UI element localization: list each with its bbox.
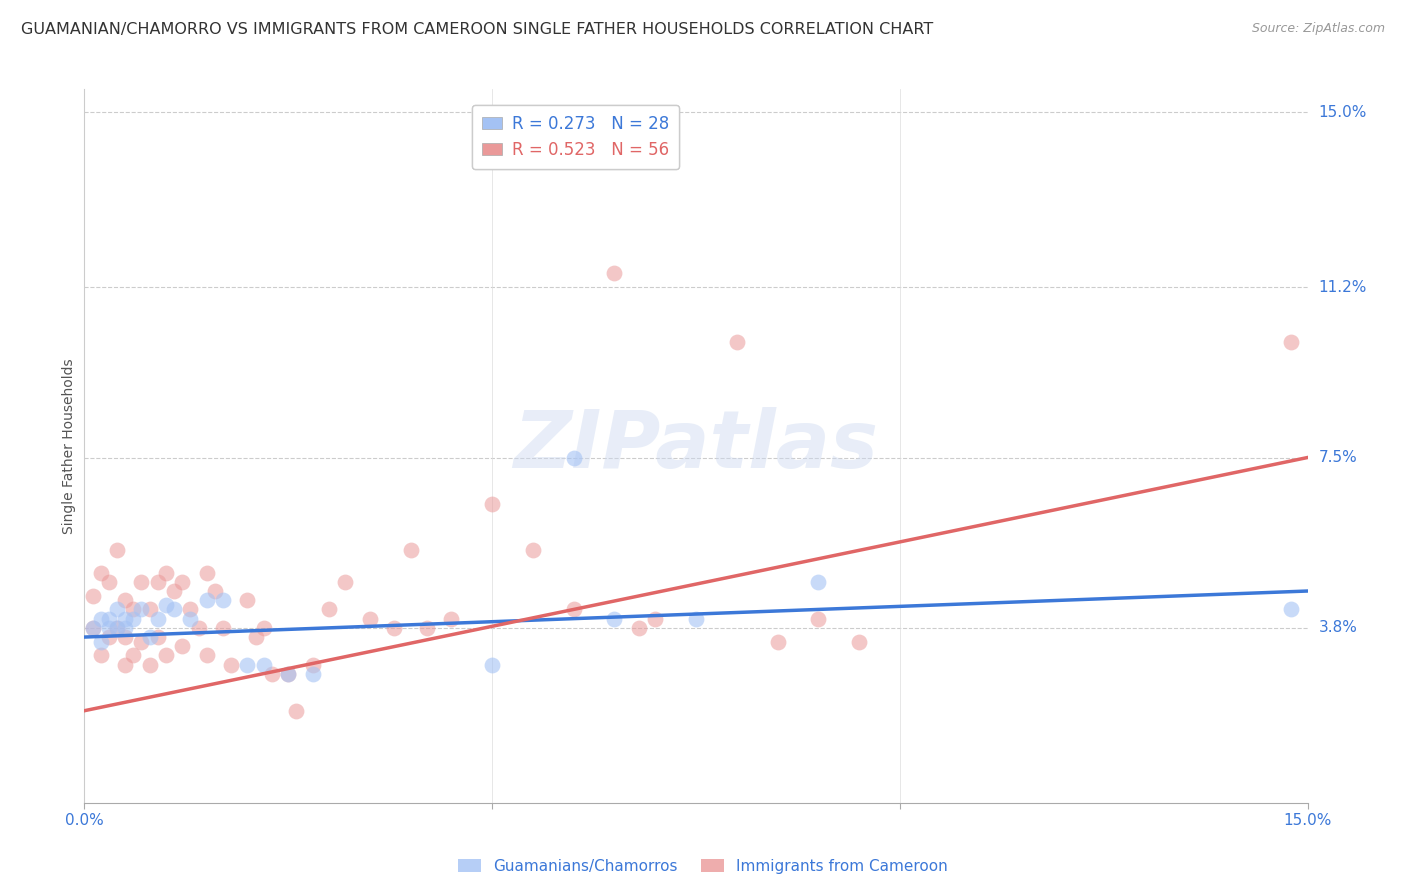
Point <box>114 593 136 607</box>
Point <box>97 630 120 644</box>
Point <box>382 621 405 635</box>
Point <box>766 634 789 648</box>
Point <box>82 621 104 635</box>
Point <box>172 574 194 589</box>
Text: Source: ZipAtlas.com: Source: ZipAtlas.com <box>1251 22 1385 36</box>
Point <box>155 648 177 663</box>
Point <box>97 621 120 635</box>
Point <box>114 612 136 626</box>
Point <box>260 666 283 681</box>
Point <box>155 598 177 612</box>
Point <box>481 497 503 511</box>
Text: GUAMANIAN/CHAMORRO VS IMMIGRANTS FROM CAMEROON SINGLE FATHER HOUSEHOLDS CORRELAT: GUAMANIAN/CHAMORRO VS IMMIGRANTS FROM CA… <box>21 22 934 37</box>
Point <box>725 335 748 350</box>
Text: ZIPatlas: ZIPatlas <box>513 407 879 485</box>
Point <box>97 574 120 589</box>
Point <box>90 612 112 626</box>
Point <box>685 612 707 626</box>
Point <box>236 657 259 672</box>
Point <box>90 648 112 663</box>
Point <box>187 621 209 635</box>
Point <box>122 602 145 616</box>
Text: 7.5%: 7.5% <box>1319 450 1357 465</box>
Point <box>204 584 226 599</box>
Point <box>1279 602 1302 616</box>
Point <box>114 630 136 644</box>
Point <box>146 612 169 626</box>
Point <box>335 574 357 589</box>
Point <box>179 602 201 616</box>
Legend: Guamanians/Chamorros, Immigrants from Cameroon: Guamanians/Chamorros, Immigrants from Ca… <box>453 853 953 880</box>
Point <box>82 621 104 635</box>
Point <box>146 630 169 644</box>
Point <box>807 574 830 589</box>
Point <box>105 602 128 616</box>
Point <box>562 602 585 616</box>
Point <box>114 621 136 635</box>
Point <box>522 542 544 557</box>
Point <box>301 657 323 672</box>
Point <box>138 602 160 616</box>
Point <box>179 612 201 626</box>
Text: 3.8%: 3.8% <box>1319 620 1358 635</box>
Point <box>122 612 145 626</box>
Point <box>163 602 186 616</box>
Point <box>277 666 299 681</box>
Text: 15.0%: 15.0% <box>1319 104 1367 120</box>
Point <box>807 612 830 626</box>
Point <box>603 612 626 626</box>
Point <box>105 621 128 635</box>
Point <box>212 621 235 635</box>
Point <box>416 621 439 635</box>
Legend: R = 0.273   N = 28, R = 0.523   N = 56: R = 0.273 N = 28, R = 0.523 N = 56 <box>472 104 679 169</box>
Point <box>131 634 153 648</box>
Point <box>301 666 323 681</box>
Point <box>277 666 299 681</box>
Point <box>90 634 112 648</box>
Point <box>245 630 267 644</box>
Point <box>195 648 218 663</box>
Point <box>122 648 145 663</box>
Point <box>481 657 503 672</box>
Point <box>848 634 870 648</box>
Point <box>105 542 128 557</box>
Point <box>562 450 585 465</box>
Point <box>97 612 120 626</box>
Point <box>146 574 169 589</box>
Point <box>440 612 463 626</box>
Point <box>163 584 186 599</box>
Point <box>1279 335 1302 350</box>
Point <box>138 630 160 644</box>
Point <box>318 602 340 616</box>
Point <box>114 657 136 672</box>
Point <box>285 704 308 718</box>
Point <box>90 566 112 580</box>
Point <box>219 657 242 672</box>
Point <box>399 542 422 557</box>
Point <box>138 657 160 672</box>
Point <box>195 593 218 607</box>
Point <box>155 566 177 580</box>
Point <box>253 657 276 672</box>
Point <box>131 574 153 589</box>
Point <box>105 621 128 635</box>
Point <box>82 589 104 603</box>
Point <box>195 566 218 580</box>
Point <box>172 640 194 654</box>
Text: 11.2%: 11.2% <box>1319 280 1367 294</box>
Point <box>212 593 235 607</box>
Point <box>131 602 153 616</box>
Point <box>627 621 650 635</box>
Point <box>236 593 259 607</box>
Y-axis label: Single Father Households: Single Father Households <box>62 359 76 533</box>
Point <box>359 612 381 626</box>
Point <box>644 612 666 626</box>
Point <box>253 621 276 635</box>
Point <box>603 266 626 280</box>
